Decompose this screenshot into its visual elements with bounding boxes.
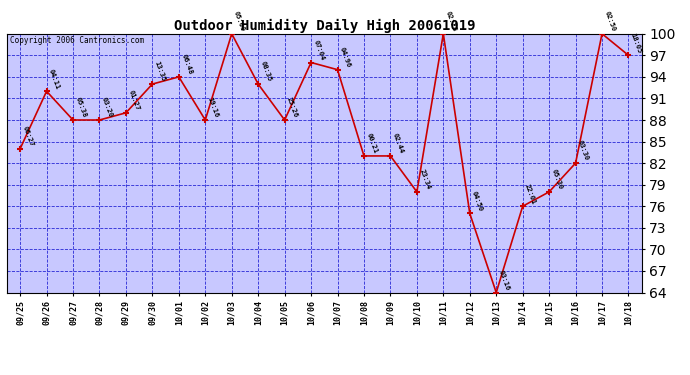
Text: 04:11: 04:11	[48, 68, 61, 90]
Text: 07:04: 07:04	[313, 39, 326, 61]
Text: 02:50: 02:50	[604, 10, 616, 32]
Text: 00:21: 00:21	[366, 132, 378, 154]
Text: 03:16: 03:16	[497, 269, 511, 291]
Text: 03:30: 03:30	[577, 140, 590, 162]
Text: 04:50: 04:50	[471, 190, 484, 212]
Text: 19:16: 19:16	[207, 97, 219, 118]
Title: Outdoor Humidity Daily High 20061019: Outdoor Humidity Daily High 20061019	[174, 18, 475, 33]
Text: 02:28: 02:28	[445, 10, 457, 32]
Text: 03:20: 03:20	[101, 97, 114, 118]
Text: 04:96: 04:96	[339, 46, 352, 68]
Text: 25:26: 25:26	[286, 97, 299, 118]
Text: 13:35: 13:35	[154, 61, 167, 82]
Text: 18:05: 18:05	[630, 32, 643, 54]
Text: 02:44: 02:44	[392, 132, 405, 154]
Text: 06:27: 06:27	[21, 125, 34, 147]
Text: 23:34: 23:34	[418, 168, 431, 190]
Text: 01:27: 01:27	[128, 89, 140, 111]
Text: Copyright 2006 Cantronics.com: Copyright 2006 Cantronics.com	[10, 36, 144, 45]
Text: 05:00: 05:00	[233, 10, 246, 32]
Text: 08:35: 08:35	[259, 61, 273, 82]
Text: 06:48: 06:48	[180, 54, 193, 75]
Text: 05:30: 05:30	[551, 168, 564, 190]
Text: 22:01: 22:01	[524, 183, 537, 205]
Text: 05:38: 05:38	[75, 97, 88, 118]
